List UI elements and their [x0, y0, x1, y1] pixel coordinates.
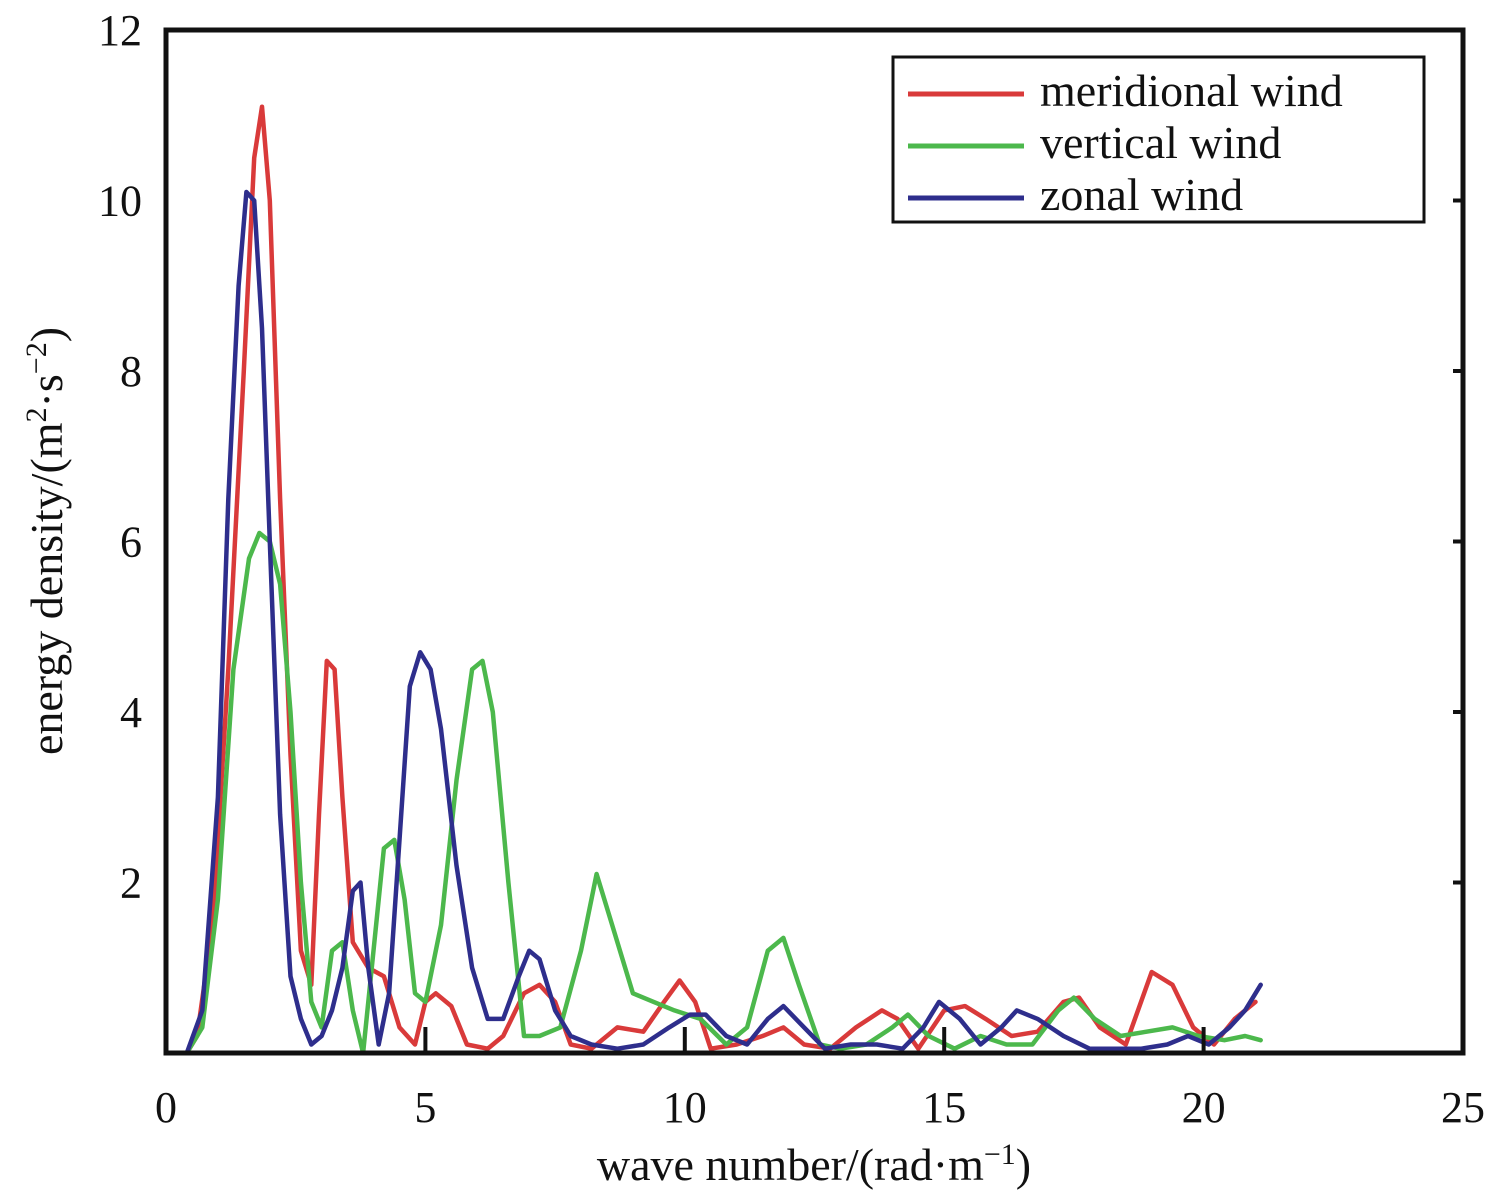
x-tick-label: 20	[1182, 1083, 1226, 1132]
y-tick-label: 8	[120, 347, 142, 396]
y-tick-label: 10	[98, 177, 142, 226]
y-tick-label: 6	[120, 518, 142, 567]
legend-label-meridional: meridional wind	[1040, 65, 1343, 116]
x-tick-label: 10	[663, 1083, 707, 1132]
x-tick-label: 5	[414, 1083, 436, 1132]
legend-label-zonal: zonal wind	[1040, 169, 1243, 220]
series-line-vertical	[184, 530, 1263, 1056]
legend-box	[891, 55, 1426, 224]
series-line-meridional	[184, 104, 1258, 1056]
ticks-layer: 0 5 10 15 20 25 2 4 6 8 10 12	[98, 6, 1485, 1132]
y-tick-label: 12	[98, 6, 142, 55]
series-layer	[184, 104, 1263, 1056]
legend-label-vertical: vertical wind	[1040, 117, 1281, 168]
y-tick-label: 2	[120, 859, 142, 908]
y-tick-label: 4	[120, 688, 142, 737]
x-tick-label: 15	[922, 1083, 966, 1132]
x-axis-title: wave number/(rad·m−1)	[597, 1138, 1031, 1191]
x-tick-label: 0	[155, 1083, 177, 1132]
series-line-zonal	[184, 189, 1263, 1056]
legend: meridional wind vertical wind zonal wind	[891, 55, 1426, 224]
y-axis-title: energy density/(m2·s−2)	[20, 327, 73, 755]
x-tick-label: 25	[1441, 1083, 1485, 1132]
